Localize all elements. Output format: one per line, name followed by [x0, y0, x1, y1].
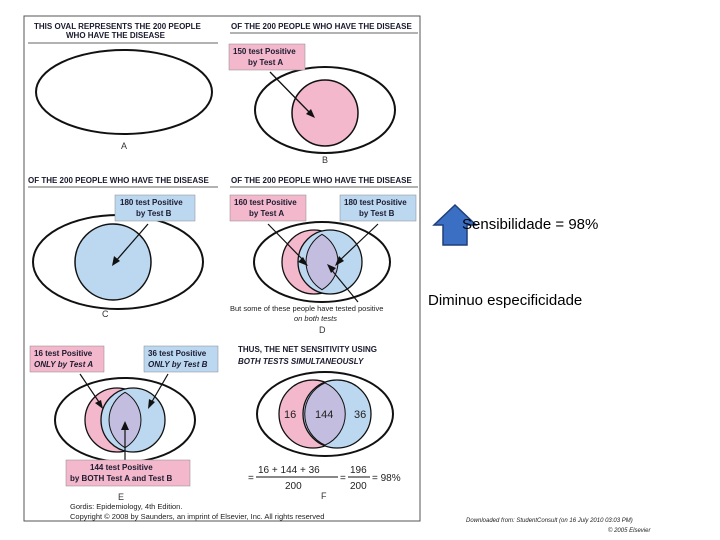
- panel-b-title: OF THE 200 PEOPLE WHO HAVE THE DISEASE: [231, 22, 412, 31]
- panel-f-equals: =: [248, 473, 254, 484]
- up-arrow-icon: [432, 203, 478, 246]
- panel-f-right-value: 36: [354, 409, 366, 421]
- footer-copyright: © 2005 Elsevier: [608, 528, 651, 534]
- overlap-region-d: [305, 233, 339, 291]
- panel-d-title: OF THE 200 PEOPLE WHO HAVE THE DISEASE: [231, 176, 412, 185]
- panel-c-letter: C: [102, 309, 109, 319]
- panel-a: THIS OVAL REPRESENTS THE 200 PEOPLE WHO …: [28, 22, 218, 151]
- only-b-box-e: [143, 345, 219, 373]
- panel-c-title: OF THE 200 PEOPLE WHO HAVE THE DISEASE: [28, 176, 209, 185]
- panel-e-box-b-line1: 36 test Positive: [148, 349, 207, 358]
- figure-caption-line1: Gordis: Epidemiology, 4th Edition.: [70, 502, 182, 511]
- panel-d-letter: D: [319, 325, 326, 335]
- panel-f-title-line1: THUS, THE NET SENSITIVITY USING: [238, 345, 377, 354]
- test-a-box-b: [228, 43, 306, 71]
- panel-b: OF THE 200 PEOPLE WHO HAVE THE DISEASE 1…: [228, 22, 418, 165]
- population-oval-a: [35, 49, 213, 135]
- panel-a-letter: A: [121, 141, 127, 151]
- test-a-circle-b: [291, 79, 359, 147]
- panel-d-note-line2: on both tests: [294, 314, 337, 323]
- panel-e: 16 test Positive ONLY by Test A 36 test …: [29, 345, 219, 502]
- panel-e-box-a-line1: 16 test Positive: [34, 349, 93, 358]
- test-b-box-c: [114, 194, 196, 222]
- panel-f-center-value: 144: [315, 409, 333, 421]
- panel-a-title-line1: THIS OVAL REPRESENTS THE 200 PEOPLE: [34, 22, 202, 31]
- both-box-e: [65, 459, 191, 487]
- panel-b-letter: B: [322, 155, 328, 165]
- panel-e-box-b-line2: ONLY by Test B: [148, 360, 208, 369]
- panel-d-box-a-line2: by Test A: [249, 209, 284, 218]
- panel-f: THUS, THE NET SENSITIVITY USING BOTH TES…: [238, 345, 401, 501]
- panel-d-box-b-line2: by Test B: [359, 209, 395, 218]
- panel-a-title-line2: WHO HAVE THE DISEASE: [66, 31, 166, 40]
- panel-f-title-line2: BOTH TESTS SIMULTANEOUSLY: [238, 357, 364, 366]
- only-a-box-e: [29, 345, 105, 373]
- panel-e-box-both-line2: by BOTH Test A and Test B: [70, 474, 172, 483]
- panel-f-result-den: 200: [350, 481, 367, 492]
- panel-b-box-line1: 150 test Positive: [233, 47, 296, 56]
- test-a-box-d: [229, 194, 307, 222]
- panel-c: OF THE 200 PEOPLE WHO HAVE THE DISEASE 1…: [28, 176, 218, 319]
- overlap-region-f: [304, 382, 346, 446]
- panel-f-numerator: 16 + 144 + 36: [258, 465, 320, 476]
- specificity-label: Diminuo especificidade: [428, 292, 583, 309]
- panel-d-box-b-line1: 180 test Positive: [344, 198, 407, 207]
- panel-b-box-line2: by Test A: [248, 58, 283, 67]
- panel-f-letter: F: [321, 491, 327, 501]
- panel-e-box-both-line1: 144 test Positive: [90, 463, 153, 472]
- panel-e-box-a-line2: ONLY by Test A: [34, 360, 93, 369]
- panel-d-note-line1: But some of these people have tested pos…: [230, 304, 383, 313]
- panel-e-letter: E: [118, 492, 124, 502]
- panel-f-equals-2: =: [340, 473, 346, 484]
- panel-c-box-line1: 180 test Positive: [120, 198, 183, 207]
- figure-caption-line2: Copyright © 2008 by Saunders, an imprint…: [70, 512, 324, 521]
- test-b-box-d: [339, 194, 417, 222]
- panel-d-box-a-line1: 160 test Positive: [234, 198, 297, 207]
- footer-download-note: Downloaded from: StudentConsult (on 16 J…: [466, 518, 633, 524]
- panel-c-box-line2: by Test B: [136, 209, 172, 218]
- panel-f-result: = 98%: [372, 473, 401, 484]
- sensitivity-label: Sensibilidade = 98%: [462, 216, 599, 233]
- panel-f-result-num: 196: [350, 465, 367, 476]
- panel-f-left-value: 16: [284, 409, 296, 421]
- panel-d: OF THE 200 PEOPLE WHO HAVE THE DISEASE 1…: [229, 176, 418, 335]
- panel-f-denominator: 200: [285, 481, 302, 492]
